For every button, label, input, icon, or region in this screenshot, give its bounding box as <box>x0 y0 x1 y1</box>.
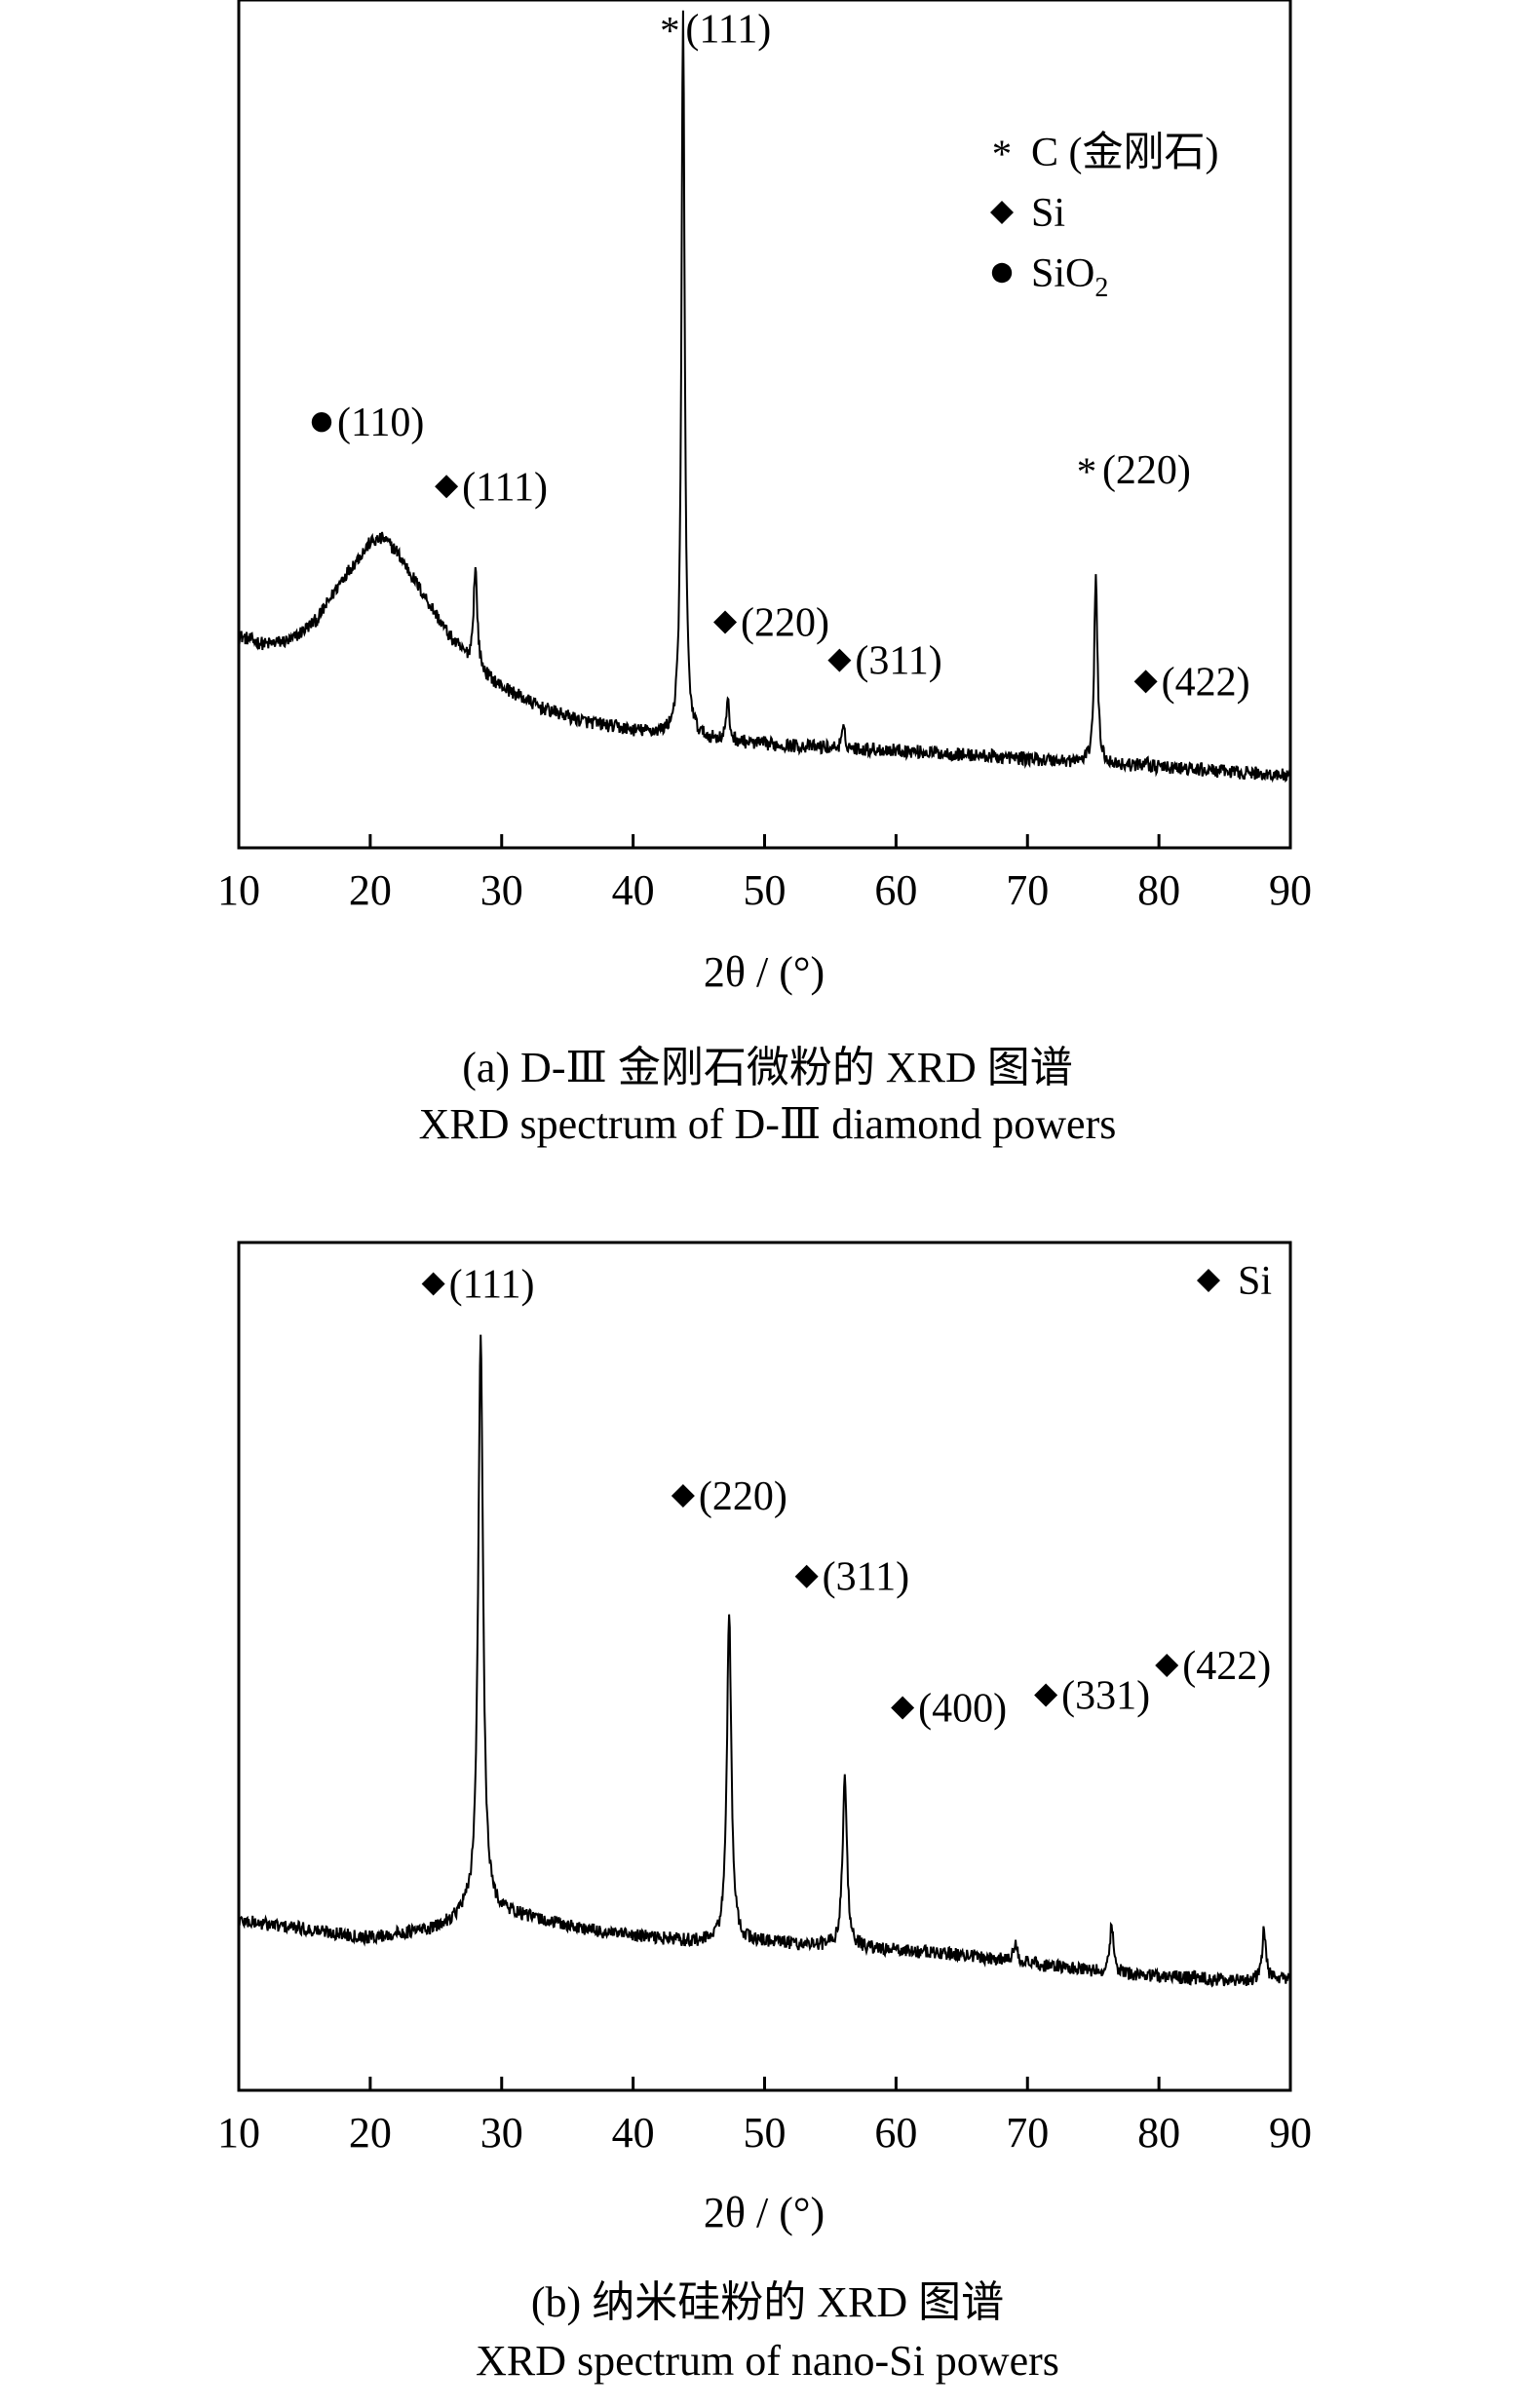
peak-annotation-b-0: (111) <box>421 1263 535 1308</box>
peak-annotation-a-0: (110) <box>311 401 424 445</box>
x-tick-label-a-4: 50 <box>744 866 787 914</box>
legend-b: Si <box>1197 1259 1272 1304</box>
legend-entry-a-0: * C (金刚石) <box>992 130 1219 176</box>
asterisk-legend-icon: * <box>992 133 1012 176</box>
x-tick-label-b-8: 90 <box>1269 2109 1312 2157</box>
peak-annotation-a-1: (111) <box>435 465 548 510</box>
diamond-marker-icon <box>794 1564 819 1588</box>
peak-annotation-a-3: (220) <box>713 601 829 646</box>
x-axis-label-a: 2θ / (°) <box>704 948 825 996</box>
peak-label-b-0: (111) <box>449 1263 535 1308</box>
peak-label-b-2: (311) <box>823 1555 909 1600</box>
diamond-marker-icon <box>827 648 852 672</box>
caption-cn-b: (b) 纳米硅粉的 XRD 图谱 <box>530 2278 1005 2326</box>
peak-annotation-a-4: (311) <box>827 639 942 684</box>
peak-annotation-b-5: (422) <box>1155 1644 1271 1689</box>
x-tick-label-b-2: 30 <box>480 2109 523 2157</box>
peak-annotation-b-4: (331) <box>1034 1674 1150 1719</box>
xrd-chart-a: 10 20 30 40 50 60 70 80 90 2θ / (°) (110)(111)*(… <box>217 0 1312 996</box>
peak-label-a-4: (311) <box>855 639 941 684</box>
legend-label-b-0: Si <box>1238 1259 1272 1304</box>
legend-label-a-2: SiO2 <box>1031 251 1108 303</box>
peak-label-b-5: (422) <box>1182 1644 1271 1689</box>
xrd-chart-b: 10 20 30 40 50 60 70 80 90 2θ / (°) (111) (220) (3… <box>217 1241 1312 2236</box>
asterisk-marker-icon: * <box>660 9 679 53</box>
diamond-marker-icon <box>1034 1683 1058 1707</box>
diamond-marker-icon <box>713 610 738 634</box>
diamond-marker-icon <box>435 475 459 499</box>
plot-frame-b <box>237 1241 1292 2092</box>
peak-annotation-b-1: (220) <box>671 1474 787 1519</box>
circle-marker-icon <box>311 411 332 433</box>
peak-label-b-1: (220) <box>699 1474 787 1519</box>
x-tick-label-a-3: 40 <box>612 866 655 914</box>
x-tick-label-a-7: 80 <box>1137 866 1180 914</box>
peak-label-b-4: (331) <box>1061 1674 1150 1719</box>
circle-legend-icon <box>991 262 1013 284</box>
peak-label-a-1: (111) <box>462 465 548 510</box>
caption-en-a: XRD spectrum of D-Ⅲ diamond powers <box>418 1100 1117 1148</box>
spectrum-line-b <box>238 1334 1291 1988</box>
x-tick-label-b-6: 70 <box>1006 2109 1049 2157</box>
peak-annotation-a-5: * (220) <box>1077 448 1191 494</box>
x-axis-label-b: 2θ / (°) <box>704 2189 825 2236</box>
legend-entry-a-1: Si <box>990 191 1065 236</box>
diamond-marker-icon <box>1133 669 1158 694</box>
peak-annotation-b-3: (400) <box>891 1687 1007 1732</box>
diamond-marker-icon <box>421 1272 445 1296</box>
x-tick-label-a-2: 30 <box>480 866 523 914</box>
x-tick-label-b-4: 50 <box>744 2109 787 2157</box>
x-tick-label-a-1: 20 <box>349 866 392 914</box>
x-tick-label-b-7: 80 <box>1137 2109 1180 2157</box>
x-tick-label-b-5: 60 <box>874 2109 917 2157</box>
diamond-marker-icon <box>671 1484 695 1509</box>
x-tick-label-b-0: 10 <box>217 2109 260 2157</box>
x-tick-label-b-1: 20 <box>349 2109 392 2157</box>
peak-annotation-a-2: * (111) <box>660 8 771 54</box>
legend-entry-a-2: SiO2 <box>991 251 1108 303</box>
peak-annotation-a-6: (422) <box>1133 660 1250 705</box>
diamond-legend-icon <box>1197 1269 1220 1292</box>
peak-label-a-5: (220) <box>1102 448 1191 493</box>
caption-cn-a: (a) D-Ⅲ 金刚石微粉的 XRD 图谱 <box>462 1044 1073 1091</box>
chart-panel-b: 10 20 30 40 50 60 70 80 90 2θ / (°) (111) (220) (3… <box>0 1204 1535 2408</box>
peak-label-a-6: (422) <box>1162 660 1250 705</box>
peak-label-a-2: (111) <box>685 8 771 53</box>
asterisk-marker-icon: * <box>1077 450 1096 494</box>
peak-label-a-3: (220) <box>741 601 829 646</box>
peak-label-b-3: (400) <box>918 1687 1007 1732</box>
legend-a: * C (金刚石) Si SiO2 <box>990 130 1219 303</box>
legend-entry-b-0: Si <box>1197 1259 1272 1304</box>
spectrum-line-a <box>238 10 1291 784</box>
legend-label-a-1: Si <box>1031 191 1065 236</box>
peak-label-a-0: (110) <box>337 401 424 445</box>
chart-panel-a: 10 20 30 40 50 60 70 80 90 2θ / (°) (110) (111) *(… <box>217 0 1312 1148</box>
x-tick-label-a-5: 60 <box>874 866 917 914</box>
caption-en-b: XRD spectrum of nano-Si powers <box>476 2337 1059 2385</box>
diamond-marker-icon <box>1155 1654 1179 1678</box>
x-tick-label-a-8: 90 <box>1269 866 1312 914</box>
peak-annotation-b-2: (311) <box>794 1555 909 1600</box>
diamond-legend-icon <box>990 201 1014 224</box>
x-tick-label-b-3: 40 <box>612 2109 655 2157</box>
x-tick-label-a-0: 10 <box>217 866 260 914</box>
diamond-marker-icon <box>891 1696 915 1720</box>
legend-label-a-0: C (金刚石) <box>1031 130 1219 175</box>
x-tick-label-a-6: 70 <box>1006 866 1049 914</box>
